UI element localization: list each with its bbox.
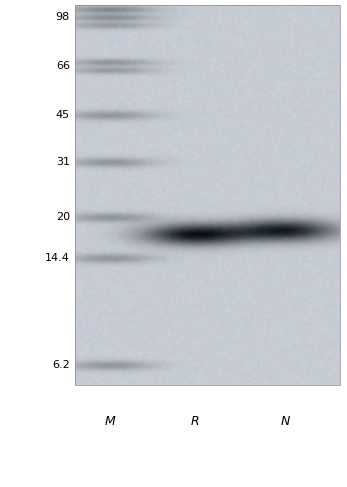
Text: 45: 45 — [56, 110, 70, 120]
Text: R: R — [191, 415, 199, 428]
Text: 98: 98 — [56, 12, 70, 22]
Text: M: M — [105, 415, 115, 428]
Text: 6.2: 6.2 — [52, 360, 70, 370]
Bar — [75, 5, 340, 385]
Text: N: N — [280, 415, 290, 428]
Text: 14.4: 14.4 — [45, 253, 70, 263]
Text: 20: 20 — [56, 212, 70, 222]
Text: 66: 66 — [56, 61, 70, 71]
Text: 31: 31 — [56, 157, 70, 167]
